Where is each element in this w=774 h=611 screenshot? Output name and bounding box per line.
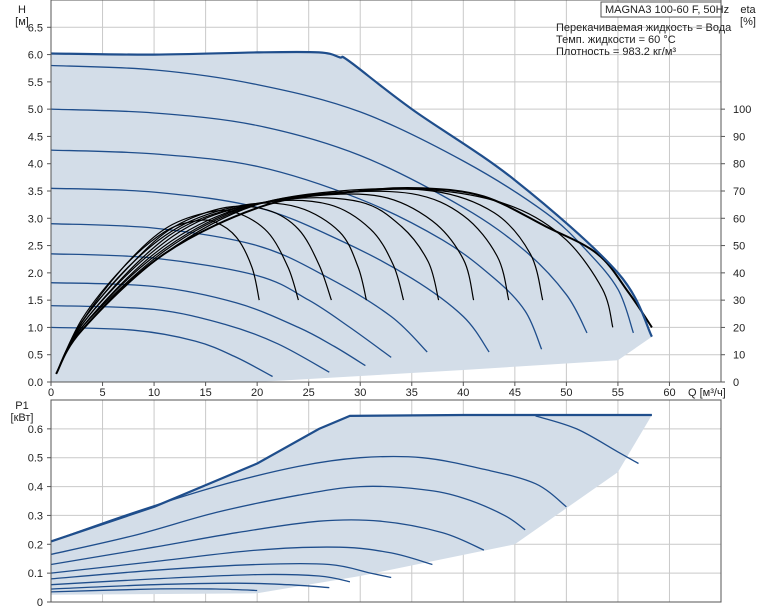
power-curve	[50, 485, 526, 556]
power-tick-label: 0.5	[28, 453, 43, 465]
head-tick-label: 5.5	[28, 77, 43, 89]
head-curve	[50, 253, 392, 358]
power-panel: 0 0.1 0.2 0.3 0.4 0.5 0.6 P1 [кВт]	[11, 399, 722, 609]
x-tick-label: 10	[148, 387, 160, 399]
efficiency-max-curve	[55, 186, 653, 375]
head-tick-label: 3.5	[28, 186, 43, 198]
title-box	[600, 1, 722, 18]
power-envelope-area	[51, 415, 652, 595]
x-tick-label: 25	[303, 387, 315, 399]
head-tick-label: 6.5	[28, 22, 43, 34]
power-tick-label: 0	[37, 597, 43, 609]
efficiency-axis-unit: [%]	[740, 16, 756, 28]
head-tick-label: 2.5	[28, 241, 43, 253]
efficiency-tick-label: 80	[733, 159, 745, 171]
power-axis-unit: [кВт]	[11, 412, 34, 424]
efficiency-tick-label: 20	[733, 322, 745, 334]
power-y-ticks: 0 0.1 0.2 0.3 0.4 0.5 0.6	[28, 424, 51, 609]
x-tick-label: 35	[406, 387, 418, 399]
efficiency-tick-label: 0	[733, 377, 739, 389]
efficiency-tick-label: 30	[733, 295, 745, 307]
x-axis-label: Q [м³/ч]	[688, 387, 726, 399]
efficiency-tick-label: 40	[733, 268, 745, 280]
head-tick-label: 0.0	[28, 377, 43, 389]
head-tick-label: 1.0	[28, 322, 43, 334]
head-x-ticks: 0 5 10 15 20 25 30 35 40 45 50 55 60	[48, 382, 676, 399]
head-tick-label: 3.0	[28, 213, 43, 225]
efficiency-curve	[55, 202, 367, 375]
head-tick-label: 1.5	[28, 295, 43, 307]
head-curve	[50, 149, 543, 350]
head-envelope-line	[50, 50, 653, 338]
x-tick-label: 40	[457, 387, 469, 399]
head-tick-label: 4.5	[28, 131, 43, 143]
fluid-note: Перекачиваемая жидкость = Вода	[556, 22, 732, 34]
efficiency-curves	[55, 186, 653, 375]
efficiency-tick-label: 90	[733, 131, 745, 143]
power-axis-label: P1	[15, 400, 28, 412]
head-panel: 0 5 10 15 20 25 30 35 40 45 50 55 60 0.0 0.5 1.0 1.5 2.0…	[15, 0, 757, 399]
head-axis-unit: [м]	[15, 16, 29, 28]
power-tick-label: 0.3	[28, 510, 43, 522]
x-tick-label: 50	[560, 387, 572, 399]
head-curve	[50, 64, 635, 334]
head-envelope-area	[51, 51, 652, 383]
x-tick-label: 55	[612, 387, 624, 399]
head-tick-label: 6.0	[28, 50, 43, 62]
head-y-ticks: 0.0 0.5 1.0 1.5 2.0 2.5 3.0 3.5 4.0 4.5 5.0 5.5 6.0 6…	[28, 22, 51, 389]
efficiency-y-ticks: 0 10 20 30 40 50 60 70 80 90 100	[721, 104, 751, 389]
efficiency-tick-label: 60	[733, 213, 745, 225]
head-tick-label: 5.0	[28, 104, 43, 116]
head-tick-label: 4.0	[28, 159, 43, 171]
power-curve	[50, 455, 567, 543]
power-tick-label: 0.4	[28, 482, 43, 494]
power-tick-label: 0.1	[28, 568, 43, 580]
power-curves	[50, 415, 639, 593]
efficiency-tick-label: 100	[733, 104, 751, 116]
head-curve	[50, 108, 588, 334]
head-tick-label: 0.5	[28, 350, 43, 362]
power-curve	[535, 415, 639, 465]
efficiency-curve	[55, 188, 544, 375]
power-curve	[50, 562, 392, 580]
power-curve	[50, 573, 351, 586]
head-curves	[50, 64, 635, 378]
head-curve	[50, 282, 366, 367]
x-tick-label: 5	[99, 387, 105, 399]
x-tick-label: 15	[199, 387, 211, 399]
power-curve	[50, 546, 433, 574]
head-curve	[50, 187, 490, 353]
head-curve	[50, 223, 428, 353]
power-tick-label: 0.6	[28, 424, 43, 436]
head-curve	[50, 304, 330, 373]
head-curve	[50, 326, 273, 378]
x-tick-label: 0	[48, 387, 54, 399]
x-tick-label: 45	[509, 387, 521, 399]
head-tick-label: 2.0	[28, 268, 43, 280]
x-tick-label: 20	[251, 387, 263, 399]
power-curve	[50, 519, 485, 566]
power-envelope-line	[50, 413, 652, 543]
x-tick-label: 60	[663, 387, 675, 399]
efficiency-tick-label: 50	[733, 241, 745, 253]
power-plot-frame	[50, 399, 722, 603]
power-curve	[50, 582, 330, 590]
power-curve	[50, 588, 258, 593]
chart-title: MAGNA3 100-60 F, 50Hz	[605, 4, 729, 16]
efficiency-tick-label: 10	[733, 350, 745, 362]
efficiency-axis-label: eta	[740, 4, 756, 16]
efficiency-tick-label: 70	[733, 186, 745, 198]
head-axis-label: H	[18, 4, 26, 16]
x-tick-label: 30	[354, 387, 366, 399]
temperature-note: Темп. жидкости = 60 °C	[556, 34, 676, 46]
density-note: Плотность = 983.2 кг/м³	[556, 46, 676, 58]
power-tick-label: 0.2	[28, 539, 43, 551]
